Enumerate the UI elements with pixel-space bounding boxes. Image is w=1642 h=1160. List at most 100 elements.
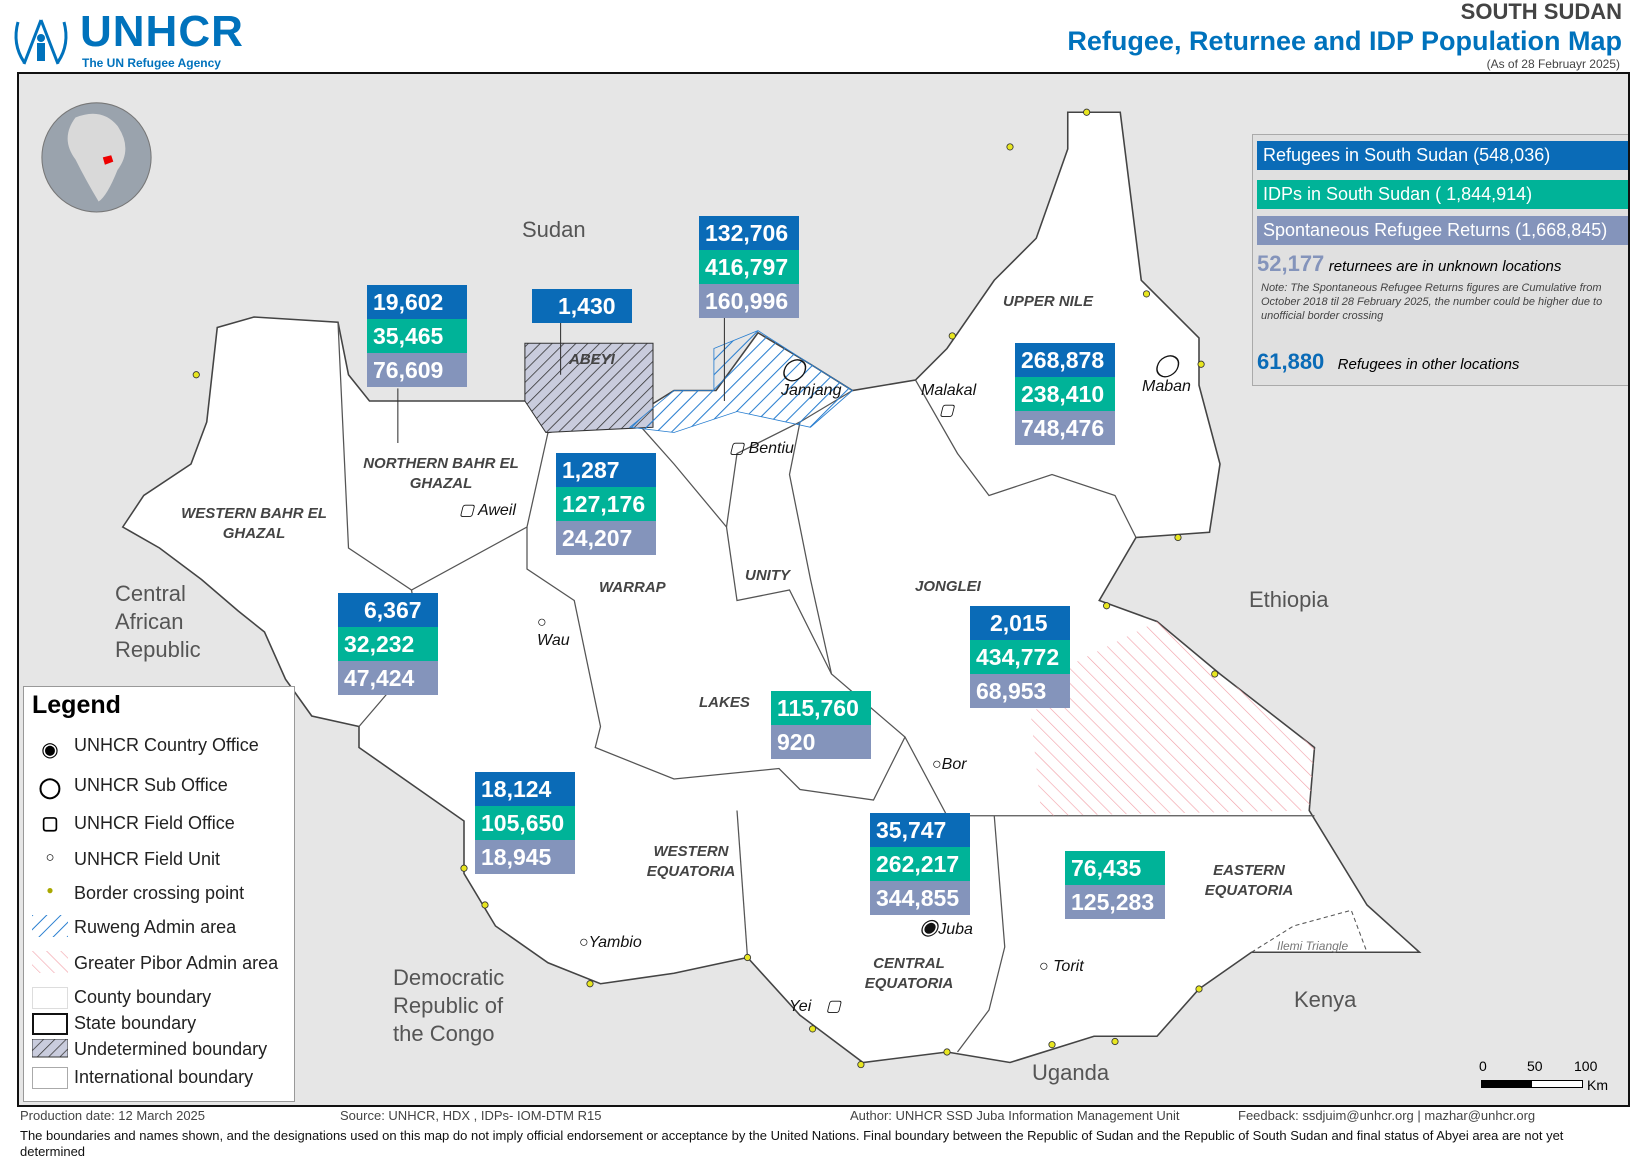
town-torit: ○ Torit <box>1039 958 1084 976</box>
feedback: Feedback: ssdjuim@unhcr.org | mazhar@unh… <box>1238 1108 1536 1123</box>
returnee-count: 68,953 <box>970 674 1070 708</box>
undetermined-boundary-icon <box>32 1039 68 1058</box>
state-label-wbg: WESTERN BAHR EL GHAZAL <box>181 505 327 542</box>
legend-item: State boundary <box>74 1013 197 1033</box>
international-boundary-icon <box>32 1067 68 1089</box>
state-label-ee: EASTERN EQUATORIA <box>1204 862 1294 899</box>
country-label-drc: Democratic Republic of the Congo <box>393 965 505 1046</box>
unknown-returnees-label: returnees are in unknown locations <box>1328 258 1562 275</box>
ilemi-triangle-label: Ilemi Triangle <box>1277 939 1349 953</box>
figures-western-bahr-el-ghazal: 6,367 32,232 47,424 <box>338 593 438 695</box>
town-label: Malakal <box>921 382 977 399</box>
scale-tick: 0 <box>1479 1058 1487 1074</box>
production-date: Production date: 12 March 2025 <box>20 1108 206 1123</box>
figures-jonglei: 2,015 434,772 68,953 <box>970 606 1070 708</box>
town-bentiu: ▢ Bentiu <box>729 438 794 458</box>
unknown-returnees: 52,177 returnees are in unknown location… <box>1257 251 1561 280</box>
legend-item: County boundary <box>74 987 212 1007</box>
returnee-count: 344,855 <box>870 881 970 915</box>
figures-warrap: 1,287 127,176 24,207 <box>556 453 656 555</box>
town-label: Maban <box>1142 378 1191 395</box>
refugees-total: Refugees in South Sudan (548,036) <box>1257 141 1628 170</box>
refugee-count: 132,706 <box>699 216 799 250</box>
returns-total: Spontaneous Refugee Returns (1,668,845) <box>1257 216 1628 245</box>
unhcr-emblem-icon <box>14 19 68 65</box>
town-label: Yei <box>789 998 812 1015</box>
idps-total: IDPs in South Sudan ( 1,844,914) <box>1257 180 1628 209</box>
sub-office-icon: ◯ <box>1154 352 1179 377</box>
town-label: Jamjang <box>781 382 842 399</box>
sub-office-icon: ◯ <box>781 356 806 381</box>
disclaimer: The boundaries and names shown, and the … <box>20 1128 1564 1159</box>
idp-count: 105,650 <box>475 806 575 840</box>
state-label-lakes: LAKES <box>699 694 750 711</box>
figures-northern-bahr-el-ghazal: 19,602 35,465 76,609 <box>367 285 467 387</box>
abyei-area <box>524 342 654 434</box>
field-unit-icon: ○ <box>1039 958 1049 975</box>
figures-unity: 132,706 416,797 160,996 <box>699 216 799 318</box>
logo-text: UNHCR <box>80 7 244 56</box>
summary-panel: Refugees in South Sudan (548,036) IDPs i… <box>1252 134 1628 386</box>
country-label-car: Central African Republic <box>115 581 201 662</box>
unknown-returnees-value: 52,177 <box>1257 251 1325 276</box>
legend: Legend ◉ UNHCR Country Office ◯ UNHCR Su… <box>23 686 295 1102</box>
field-office-icon: ▢ <box>825 998 841 1015</box>
other-refugees-label: Refugees in other locations <box>1337 356 1520 373</box>
legend-item: UNHCR Country Office <box>74 735 259 755</box>
country-label-kenya: Kenya <box>1294 987 1357 1012</box>
returnee-count: 24,207 <box>556 521 656 555</box>
refugee-count: 6,367 <box>338 593 438 627</box>
country-label-sudan: Sudan <box>522 217 586 242</box>
refugee-count: 268,878 <box>1015 343 1115 377</box>
legend-item: UNHCR Field Office <box>74 813 235 833</box>
page-title: Refugee, Returnee and IDP Population Map <box>1067 26 1622 56</box>
field-office-icon: ▢ <box>729 440 745 457</box>
legend-item: International boundary <box>74 1067 254 1087</box>
scale-unit: Km <box>1587 1077 1608 1093</box>
field-unit-icon: ○ <box>579 934 589 951</box>
figures-upper-nile: 268,878 238,410 748,476 <box>1015 343 1115 445</box>
country-office-icon: ◉ <box>41 739 59 761</box>
town-label: Bentiu <box>748 440 794 457</box>
source: Source: UNHCR, HDX , IDPs- IOM-DTM R15 <box>340 1108 602 1123</box>
returnee-count: 18,945 <box>475 840 575 874</box>
figures-western-equatoria: 18,124 105,650 18,945 <box>475 772 575 874</box>
field-unit-icon: ○ <box>45 849 55 866</box>
returnee-count: 76,609 <box>367 353 467 387</box>
leader-lines <box>397 316 725 443</box>
scale-bar-graphic <box>1481 1080 1583 1088</box>
town-jamjang: ◯ Jamjang <box>781 356 841 400</box>
country-label-uganda: Uganda <box>1032 1060 1110 1085</box>
returnee-count: 920 <box>771 725 871 759</box>
town-yei: Yei ▢ <box>789 996 841 1016</box>
scale-bar: 0 50 100 Km <box>1479 1058 1619 1098</box>
returnee-count: 160,996 <box>699 284 799 318</box>
map-frame: 19,602 35,465 76,609 1,430 132,706 416,7… <box>17 72 1630 1107</box>
country-office-icon: ◉ <box>919 914 939 939</box>
country-title: SOUTH SUDAN <box>1460 0 1622 24</box>
county-boundary-icon <box>32 987 68 1009</box>
idp-count: 127,176 <box>556 487 656 521</box>
legend-item: UNHCR Field Unit <box>74 849 221 869</box>
town-label: Bor <box>941 756 967 773</box>
legend-item: Greater Pibor Admin area <box>74 953 279 973</box>
town-juba: ◉Juba <box>919 914 973 940</box>
idp-count: 416,797 <box>699 250 799 284</box>
idp-count: 115,760 <box>771 691 871 725</box>
scale-tick: 100 <box>1574 1058 1598 1074</box>
refugee-count: 18,124 <box>475 772 575 806</box>
field-office-icon: ▢ <box>41 813 59 833</box>
town-malakal: Malakal ▢ <box>921 382 976 420</box>
idp-count: 35,465 <box>367 319 467 353</box>
idp-count: 32,232 <box>338 627 438 661</box>
returnee-count: 47,424 <box>338 661 438 695</box>
idp-count: 238,410 <box>1015 377 1115 411</box>
ruweng-admin-area <box>628 330 854 433</box>
greater-pibor-admin-area <box>1031 621 1315 816</box>
globe-icon <box>41 102 152 213</box>
state-label-jonglei: JONGLEI <box>915 578 981 595</box>
town-maban: ◯ Maban <box>1142 352 1191 396</box>
figures-central-equatoria: 35,747 262,217 344,855 <box>870 813 970 915</box>
border-crossing-points <box>192 108 1219 1069</box>
returns-note: Note: The Spontaneous Refugee Returns fi… <box>1261 282 1603 322</box>
